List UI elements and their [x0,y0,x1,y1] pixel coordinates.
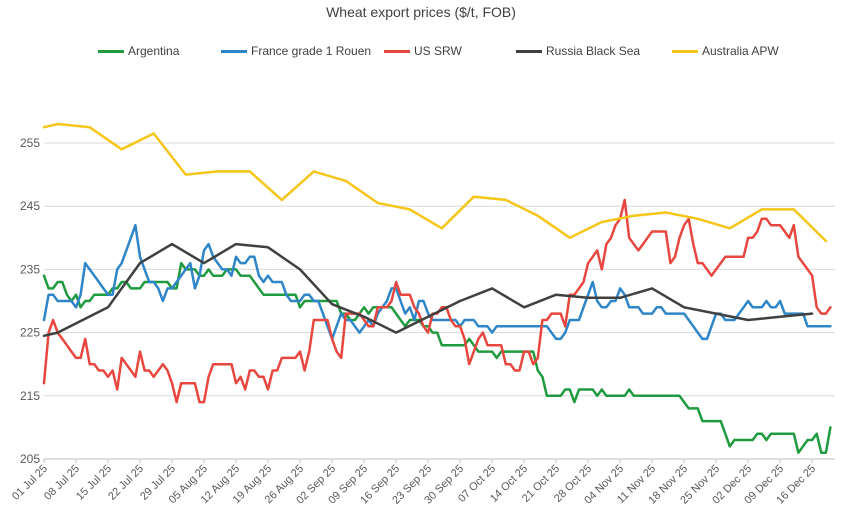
legend-swatch [221,49,247,53]
legend-swatch [672,49,698,53]
legend-swatch [516,49,542,53]
legend-item: Australia APW [672,44,779,58]
legend-label: Argentina [128,44,180,58]
series-line-1 [42,223,832,341]
series-line-0 [42,261,832,454]
series-line-3 [42,242,814,338]
legend: Argentina France grade 1 Rouen US SRW Russi… [0,44,842,62]
legend-swatch [384,49,410,53]
y-tick-label: 205 [20,452,40,466]
y-tick-label: 245 [20,199,40,213]
y-tick-label: 255 [20,136,40,150]
y-tick-label: 225 [20,326,40,340]
legend-item: Russia Black Sea [516,44,640,58]
chart-title: Wheat export prices ($/t, FOB) [326,4,516,20]
legend-label: US SRW [414,44,462,58]
legend-label: Australia APW [702,44,779,58]
y-tick-label: 215 [20,389,40,403]
legend-item: Argentina [98,44,179,58]
legend-label: France grade 1 Rouen [251,44,372,58]
legend-item: US SRW [384,44,462,58]
legend-item: France grade 1 Rouen [221,44,371,58]
series-line-4 [42,122,828,243]
legend-label: Russia Black Sea [546,44,641,58]
legend-swatch [98,49,124,53]
y-tick-label: 235 [20,262,40,276]
